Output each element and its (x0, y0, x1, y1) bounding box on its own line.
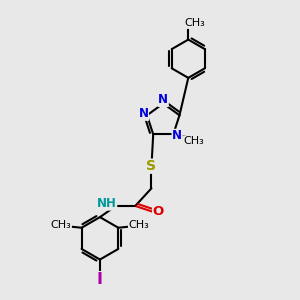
Text: CH₃: CH₃ (183, 136, 204, 146)
Text: I: I (97, 272, 103, 287)
Text: N: N (158, 93, 168, 106)
Text: S: S (146, 159, 157, 173)
Text: O: O (153, 205, 164, 218)
Text: N: N (172, 129, 182, 142)
Text: N: N (139, 107, 148, 120)
Text: CH₃: CH₃ (184, 18, 205, 28)
Text: CH₃: CH₃ (51, 220, 71, 230)
Text: NH: NH (97, 197, 117, 210)
Text: CH₃: CH₃ (128, 220, 149, 230)
